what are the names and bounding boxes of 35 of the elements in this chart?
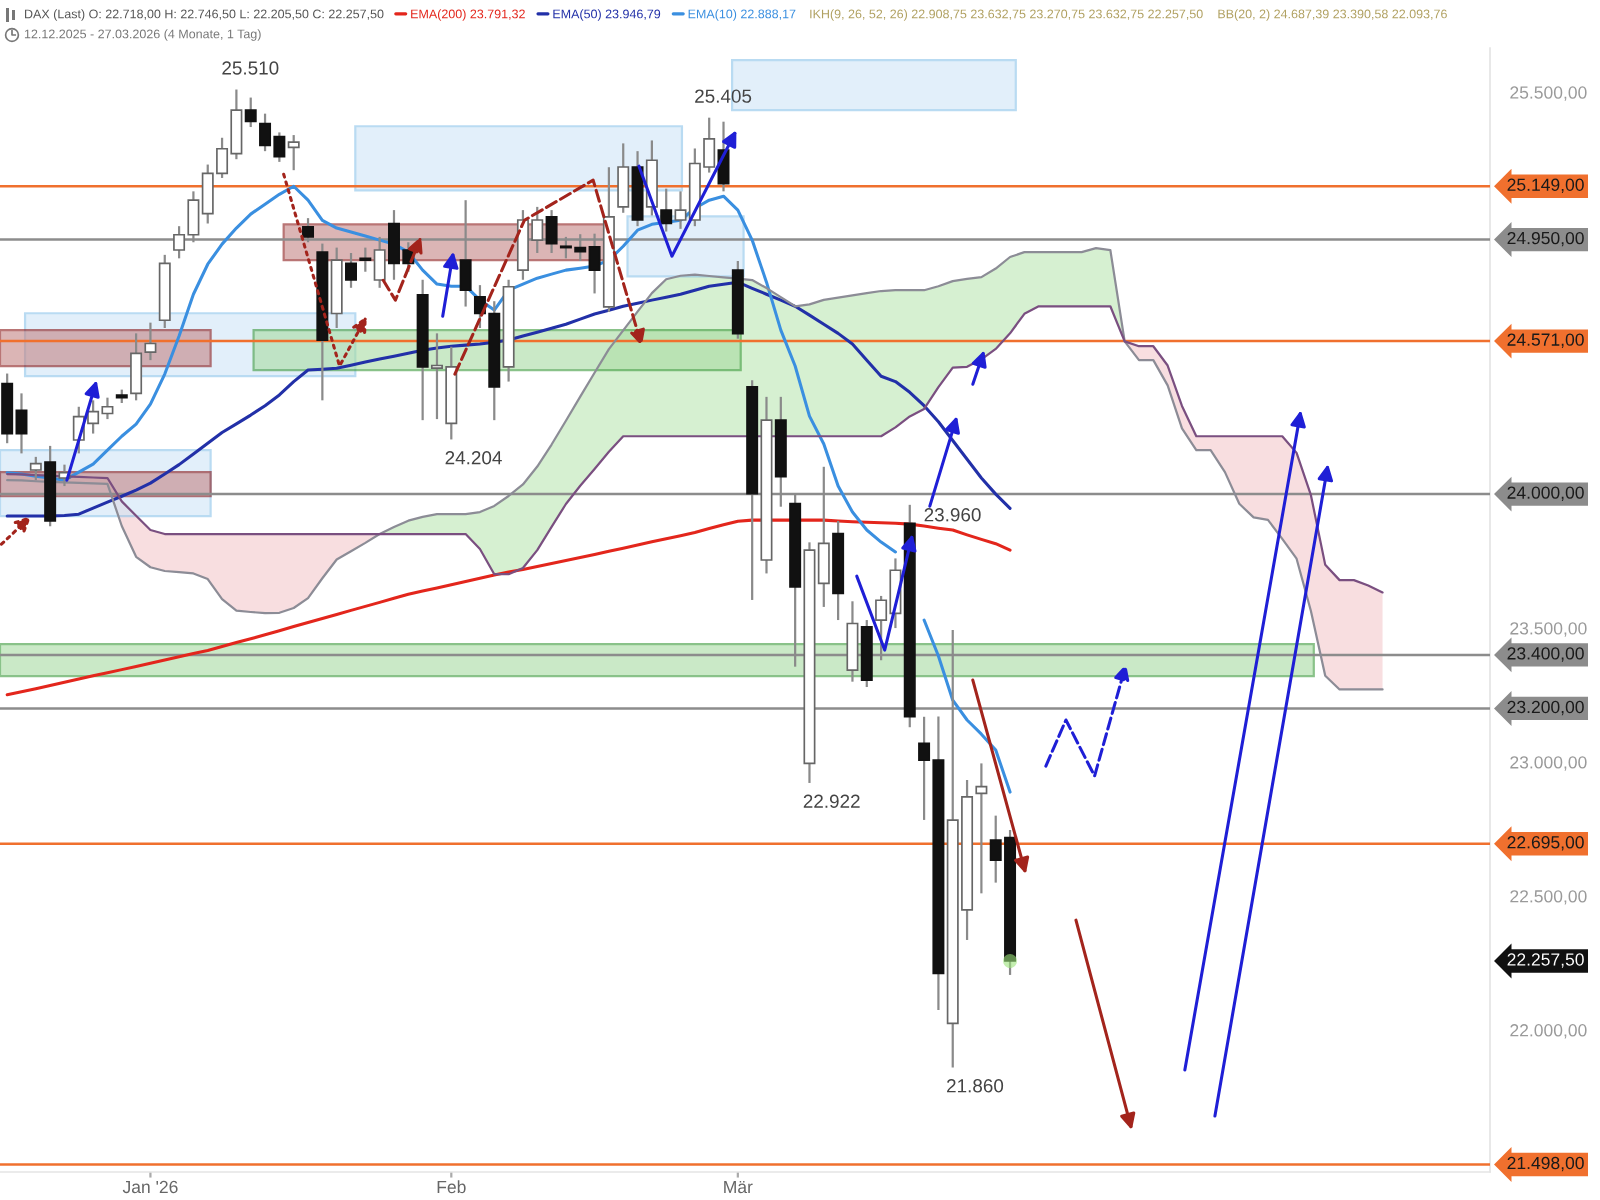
candlestick (287, 133, 300, 172)
x-tick-label: Jan '26 (122, 1180, 178, 1194)
ref-line-label: 22.695,00 (1507, 836, 1584, 851)
candlestick (617, 142, 630, 214)
text: 25.405 (695, 89, 752, 103)
candlestick (345, 251, 358, 289)
text: 25.510 (222, 61, 279, 75)
y-tick-label: 22.000,00 (1510, 1024, 1587, 1039)
x-tick-label: Mär (724, 1180, 753, 1194)
candlestick (29, 455, 42, 482)
text: 22.257,50 (1507, 953, 1584, 968)
y-tick-label: 23.000,00 (1510, 756, 1587, 771)
candlestick (975, 762, 988, 895)
ref-line-label: 23.200,00 (1507, 700, 1584, 716)
candlestick (660, 187, 673, 233)
y-tick-label: 23.500,00 (1510, 622, 1587, 637)
candlestick (359, 246, 372, 273)
y-tick-label: 22.500,00 (1510, 890, 1587, 905)
ref-line-label: 24.950,00 (1507, 231, 1584, 247)
candlestick (144, 321, 157, 362)
text: 24.204 (445, 451, 502, 465)
line-series (6, 305, 1384, 594)
x-tick-label: Feb (437, 1180, 466, 1194)
text: 23.960 (924, 508, 981, 522)
ref-line-label: 21.498,00 (1507, 1156, 1584, 1172)
text: 22.922 (803, 794, 860, 808)
line-series (5, 518, 1012, 697)
y-tick-label: 25.500,00 (1510, 86, 1587, 101)
ref-line-label: 24.571,00 (1507, 333, 1584, 348)
text: 21.860 (947, 1079, 1004, 1093)
candlestick (244, 96, 257, 129)
ref-line-label: 23.400,00 (1507, 647, 1584, 662)
ref-line-label: 25.149,00 (1507, 178, 1584, 194)
ref-line-label: 24.000,00 (1507, 486, 1584, 501)
candlestick (130, 332, 143, 402)
